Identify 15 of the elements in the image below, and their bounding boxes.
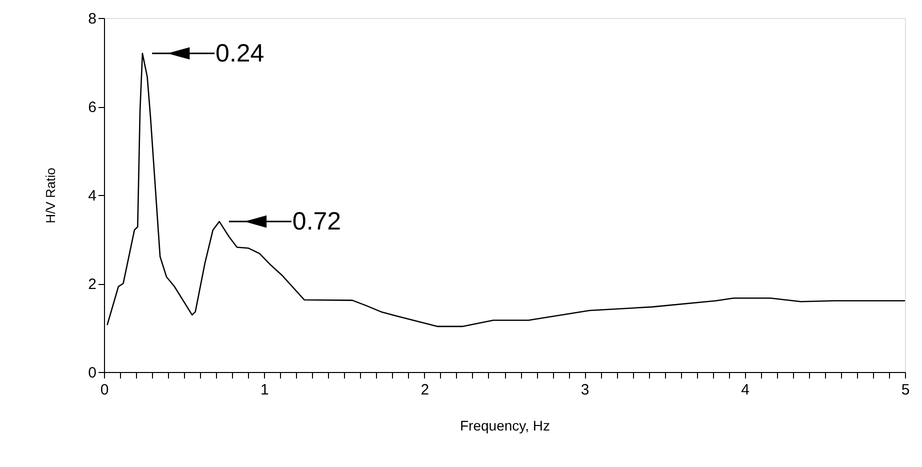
y-tick-label: 0 [88,364,96,382]
x-tick-label: 0 [100,382,109,398]
x-tick-label: 1 [260,382,269,398]
x-tick-label: 5 [901,382,910,398]
y-tick-label: 4 [88,188,96,204]
y-tick-label: 2 [88,276,96,293]
y-axis-title: H/V Ratio [43,168,58,224]
y-tick-label: 8 [88,10,96,28]
x-tick-label: 2 [420,382,430,398]
annotation: 0.24 [216,39,264,68]
annotation: 0.72 [292,208,342,236]
x-tick-label: 4 [741,382,750,398]
x-axis-title: Frequency, Hz [460,418,550,434]
x-tick-label: 3 [580,382,590,398]
y-tick-label: 6 [88,99,96,116]
